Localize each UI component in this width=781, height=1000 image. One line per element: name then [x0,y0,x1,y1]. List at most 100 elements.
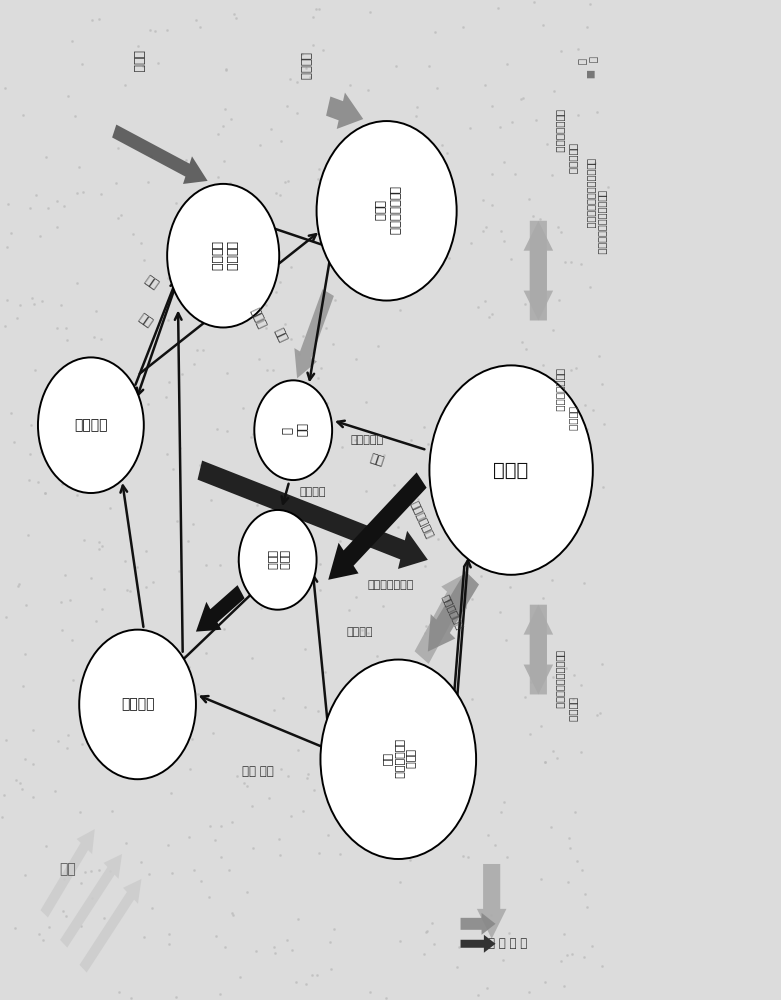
Point [135,360,148,376]
Point [485,907,497,923]
Point [92,681,105,697]
Point [547,322,559,338]
Point [2,196,14,212]
Point [452,693,465,709]
Point [594,705,606,721]
Point [173,440,186,456]
Point [502,925,515,941]
Point [394,302,406,318]
Text: 人工投喂: 人工投喂 [569,697,579,722]
Point [210,421,223,437]
Point [250,943,262,959]
Point [43,919,55,935]
Point [482,827,494,843]
Point [63,592,76,608]
Point [344,77,357,93]
Point [328,921,341,937]
Point [545,167,558,183]
Point [543,505,555,521]
Point [35,444,48,460]
Point [371,338,383,354]
Point [349,432,362,448]
Point [286,942,298,958]
Point [196,342,209,358]
Point [299,976,312,992]
Point [9,772,22,788]
Point [457,19,469,35]
Point [273,847,286,863]
FancyArrow shape [415,572,469,664]
Text: 残饵: 残饵 [271,326,289,345]
Point [0,809,9,825]
FancyArrow shape [41,829,95,917]
Point [565,254,577,270]
Point [310,1,323,17]
Point [563,840,576,856]
Point [86,890,98,906]
Point [290,573,302,589]
Point [569,360,582,376]
Point [404,852,416,868]
Point [241,778,254,794]
Point [555,224,568,240]
Point [254,137,266,153]
FancyArrow shape [523,605,553,694]
Point [55,594,67,610]
Text: 鲫鱼、罗非鱼、
草鱼等: 鲫鱼、罗非鱼、 草鱼等 [373,186,401,235]
Point [169,989,182,1000]
Point [583,450,595,466]
Point [576,478,588,494]
Point [290,534,302,550]
Point [60,908,73,924]
Point [581,19,594,35]
Point [125,990,137,1000]
Point [163,374,176,390]
Point [186,731,198,747]
Point [186,194,198,210]
Point [212,169,224,185]
Point [319,664,331,680]
Text: 排泄: 排泄 [141,273,160,292]
Circle shape [320,660,476,859]
Point [466,691,479,707]
Point [586,938,598,954]
Point [479,293,491,309]
Point [394,737,407,753]
Point [548,371,561,387]
Point [313,845,326,861]
Point [166,665,179,681]
Point [127,226,139,242]
Point [30,187,42,203]
Point [320,320,333,336]
Text: 使用三组合（强光源节能、: 使用三组合（强光源节能、 [587,158,596,228]
Point [497,154,510,170]
Point [350,589,362,605]
Text: 稳定 剩留: 稳定 剩留 [242,765,274,778]
Point [70,487,83,503]
Point [539,754,551,770]
Point [37,932,50,948]
Point [403,175,415,191]
Point [395,670,408,686]
Text: 设置防逃设施：: 设置防逃设施： [555,368,565,412]
Point [519,296,531,312]
Point [19,751,31,767]
FancyArrow shape [477,864,506,939]
Point [324,934,337,950]
Point [217,118,230,134]
Point [62,727,74,743]
Point [96,753,109,769]
Point [135,854,148,870]
Point [541,136,554,152]
Point [572,41,584,57]
Point [499,632,512,648]
Point [439,735,451,751]
Point [105,373,117,389]
Point [469,766,481,782]
Point [535,871,547,887]
Point [223,481,235,497]
Point [577,949,590,965]
Text: 日光: 日光 [59,862,76,876]
Text: 人工投喂: 人工投喂 [298,52,312,80]
Point [89,303,102,319]
